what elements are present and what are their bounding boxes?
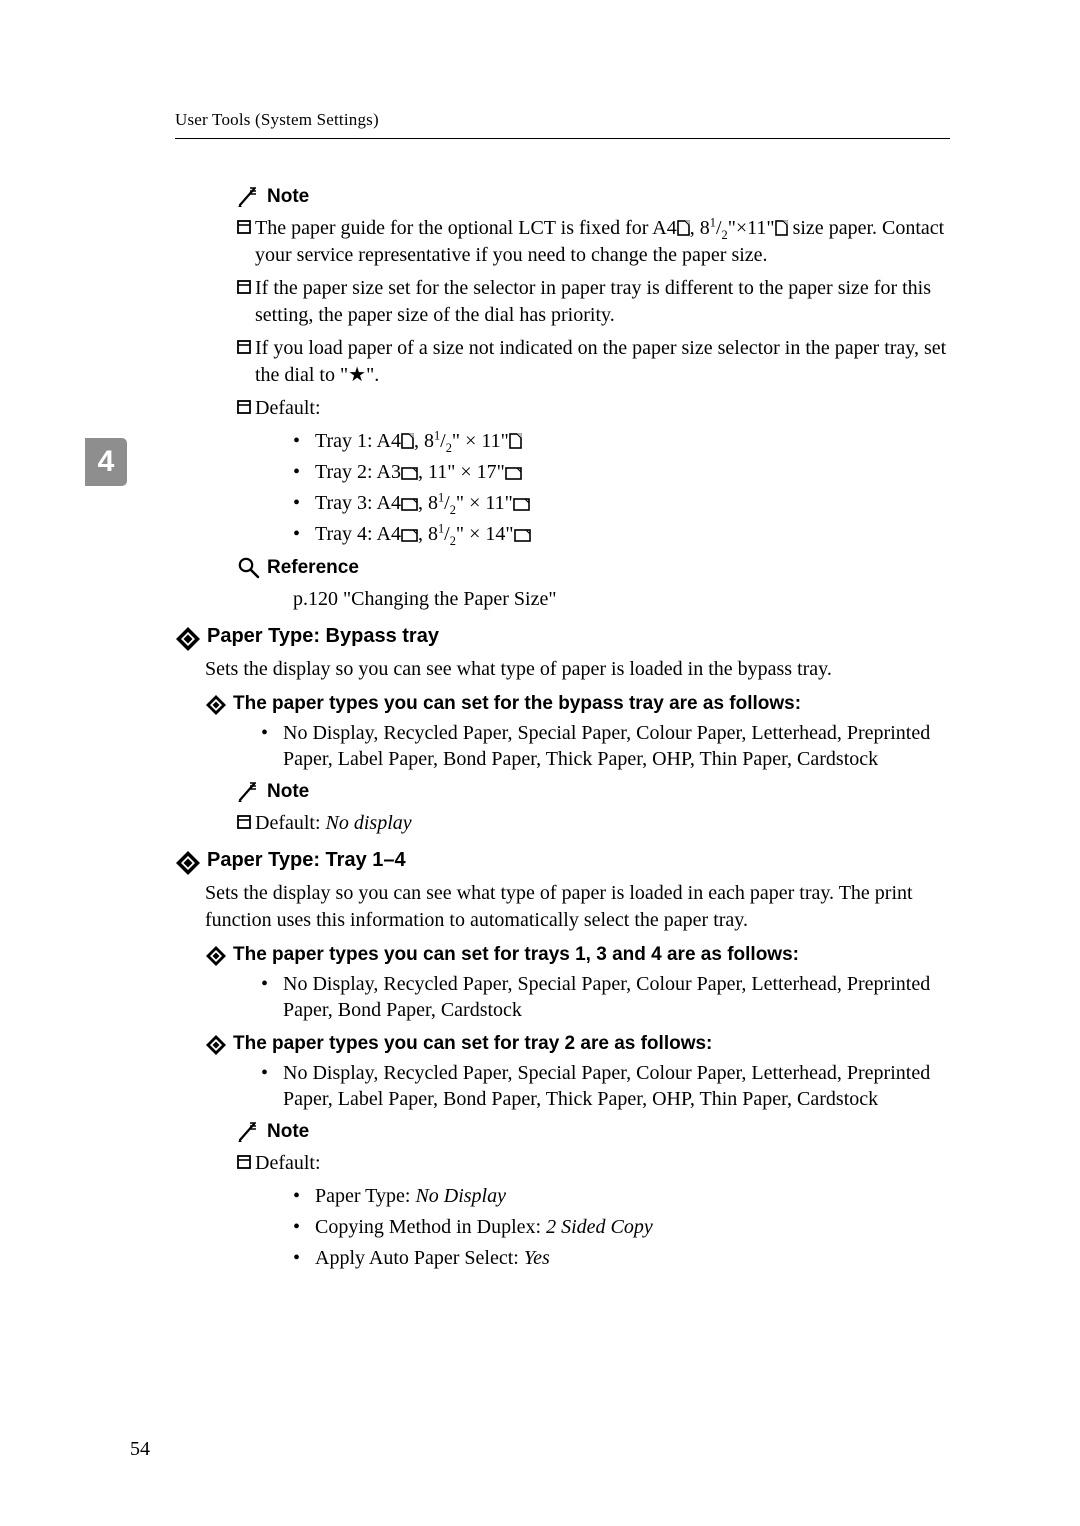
note-text: Default: [255,395,321,422]
default-item: •Paper Type: No Display [293,1183,950,1210]
section-title: Paper Type: Bypass tray [207,625,439,648]
chapter-tab: 4 [85,438,127,486]
box-icon [237,220,251,234]
types-item: •No Display, Recycled Paper, Special Pap… [261,1060,950,1112]
reference-text: p.120 "Changing the Paper Size" [293,586,950,613]
subsection-heading: The paper types you can set for trays 1,… [205,944,950,967]
note-icon [237,1120,261,1144]
note-heading: Note [237,780,950,804]
note-bullet: Default: No display [237,810,950,837]
note-bullet: The paper guide for the optional LCT is … [237,215,950,269]
note-icon [237,185,261,209]
diamond-icon [205,694,227,716]
box-icon [237,400,251,414]
note-bullet: If you load paper of a size not indicate… [237,335,950,389]
subsection-heading: The paper types you can set for the bypa… [205,693,950,716]
default-item: •Copying Method in Duplex: 2 Sided Copy [293,1214,950,1241]
default-label: Default: [255,1150,321,1177]
note-text: The paper guide for the optional LCT is … [255,215,950,269]
note-icon [237,780,261,804]
note-bullet: Default: [237,395,950,422]
default-item: •Tray 3: A4, 81/2" × 11" [293,490,950,517]
default-item: •Tray 4: A4, 81/2" × 14" [293,521,950,548]
default-item: •Tray 2: A3, 11" × 17" [293,459,950,486]
types-item: •No Display, Recycled Paper, Special Pap… [261,720,950,772]
diamond-icon [205,1034,227,1056]
reference-heading: Reference [237,556,950,580]
box-icon [237,340,251,354]
section-title: Paper Type: Tray 1–4 [207,849,406,872]
default-item: •Apply Auto Paper Select: Yes [293,1245,950,1272]
box-icon [237,815,251,829]
default-label: Default: [255,812,321,834]
page-number: 54 [130,1438,150,1461]
section-heading: Paper Type: Tray 1–4 [175,849,950,876]
note-label: Note [267,781,309,803]
box-icon [237,280,251,294]
note-heading: Note [237,1120,950,1144]
diamond-icon [175,626,201,652]
section-body: Sets the display so you can see what typ… [205,656,950,683]
section-body: Sets the display so you can see what typ… [205,880,950,934]
note-label: Note [267,1121,309,1143]
subsection-title: The paper types you can set for the bypa… [233,693,801,715]
diamond-icon [175,850,201,876]
subsection-title: The paper types you can set for trays 1,… [233,944,799,966]
default-value: No display [326,812,412,834]
default-item: •Tray 1: A4, 81/2" × 11" [293,428,950,455]
note-heading: Note [237,185,950,209]
subsection-heading: The paper types you can set for tray 2 a… [205,1033,950,1056]
note-label: Note [267,186,309,208]
running-head: User Tools (System Settings) [175,110,950,139]
note-bullet: Default: [237,1150,950,1177]
diamond-icon [205,945,227,967]
note-bullet: If the paper size set for the selector i… [237,275,950,329]
note-text: If the paper size set for the selector i… [255,275,950,329]
types-item: •No Display, Recycled Paper, Special Pap… [261,971,950,1023]
search-icon [237,556,261,580]
box-icon [237,1155,251,1169]
reference-label: Reference [267,557,359,579]
note-text: If you load paper of a size not indicate… [255,335,950,389]
section-heading: Paper Type: Bypass tray [175,625,950,652]
subsection-title: The paper types you can set for tray 2 a… [233,1033,712,1055]
